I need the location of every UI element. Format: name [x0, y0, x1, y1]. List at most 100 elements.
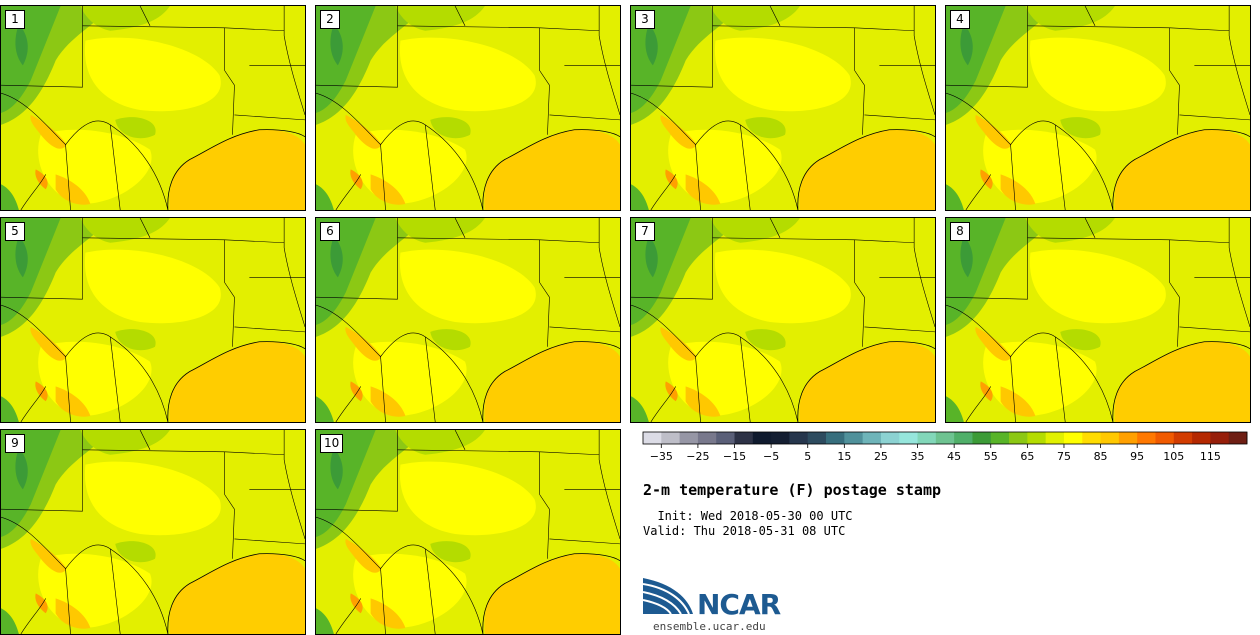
member-panel: 3 — [630, 5, 936, 211]
border-line — [854, 282, 865, 347]
border-line — [1084, 218, 1096, 238]
colorbar-swatch — [1045, 432, 1065, 444]
border-line — [864, 326, 935, 333]
coldest-terrain-zone — [15, 447, 28, 490]
border-line — [380, 144, 386, 210]
member-panel: 9 — [0, 429, 306, 635]
east-zone — [848, 24, 935, 127]
border-line — [1, 430, 83, 512]
hot-zone — [345, 114, 382, 149]
border-line — [946, 6, 1028, 88]
cold-terrain-zone — [946, 6, 1006, 113]
colorbar-swatch — [935, 432, 955, 444]
member-panel: 10 — [315, 429, 621, 635]
hotter-zone — [350, 593, 363, 614]
border-line — [598, 430, 620, 540]
coldest-terrain-zone — [330, 235, 343, 278]
border-line — [380, 356, 386, 422]
border-line — [864, 114, 935, 121]
cool-band — [80, 430, 170, 455]
colorbar-swatch — [1027, 432, 1047, 444]
border-line — [65, 568, 71, 634]
hot-zone — [975, 114, 1012, 149]
cold-terrain-zone — [316, 184, 334, 210]
colorbar-tick-label: 75 — [1057, 450, 1071, 463]
member-panel: 2 — [315, 5, 621, 211]
temperature-map — [631, 218, 935, 422]
coastline — [797, 341, 935, 422]
border-line — [424, 336, 436, 422]
cold-terrain-zone — [946, 396, 964, 422]
colorbar-tick-label: 85 — [1094, 450, 1108, 463]
border-line — [424, 548, 436, 634]
border-line — [65, 144, 71, 210]
border-line — [854, 70, 865, 135]
border-line — [631, 304, 799, 422]
temperature-map — [1, 218, 305, 422]
member-panel: 4 — [945, 5, 1251, 211]
border-line — [316, 92, 484, 210]
border-line — [695, 144, 701, 210]
border-line — [20, 598, 46, 634]
coastline — [167, 129, 305, 210]
border-line — [549, 114, 620, 121]
colorbar-swatch — [1100, 432, 1120, 444]
hotter-zone — [665, 381, 678, 402]
hot-zone — [30, 326, 67, 361]
border-line — [1179, 114, 1250, 121]
hot-zone — [975, 326, 1012, 361]
border-line — [283, 6, 305, 116]
colorbar-swatch — [990, 432, 1010, 444]
coldest-terrain-zone — [330, 447, 343, 490]
cold-terrain-zone — [1, 396, 19, 422]
border-line — [139, 430, 151, 450]
ncar-logo-icon — [643, 578, 693, 615]
border-line — [454, 218, 466, 238]
border-line — [335, 386, 361, 422]
colorbar-tick-label: 5 — [804, 450, 811, 463]
border-line — [224, 70, 235, 135]
coldest-terrain-zone — [960, 235, 973, 278]
warm-zone — [399, 461, 536, 536]
border-line — [234, 114, 305, 121]
coastline — [1112, 129, 1250, 210]
hotter-zone — [980, 381, 993, 402]
warm-zone — [84, 37, 221, 112]
border-line — [454, 6, 466, 26]
colorbar-swatch — [1009, 432, 1028, 444]
cool-spot — [430, 117, 471, 139]
colorbar-swatch — [771, 432, 790, 444]
cool-spot — [1060, 117, 1101, 139]
border-line — [1, 92, 169, 210]
colorbar-swatch — [917, 432, 937, 444]
gulf-of-mexico — [169, 553, 305, 634]
cold-terrain-zone — [316, 6, 376, 113]
hot-zone — [370, 386, 406, 417]
colorbar-legend: −35 −25 −15 −5 5 15 25 35 45 55 65 75 85 95 105 115 — [640, 428, 1252, 468]
member-label: 5 — [5, 222, 25, 241]
border-line — [316, 304, 484, 422]
border-line — [20, 386, 46, 422]
hot-zone — [55, 386, 91, 417]
border-line — [109, 124, 121, 210]
border-line — [1228, 6, 1250, 116]
colorbar-swatch — [1155, 432, 1175, 444]
border-line — [965, 386, 991, 422]
hot-zone — [55, 174, 91, 205]
hot-zone — [660, 114, 697, 149]
temperature-map — [1, 6, 305, 210]
gulf-of-mexico — [1114, 129, 1250, 210]
colorbar-swatch — [807, 432, 827, 444]
border-line — [234, 538, 305, 545]
gulf-of-mexico — [799, 341, 935, 422]
colorbar-tick-label: −5 — [763, 450, 779, 463]
colorbar-swatch — [697, 432, 717, 444]
temperature-map — [946, 218, 1250, 422]
border-line — [1, 304, 169, 422]
border-line — [598, 218, 620, 328]
cool-spot — [430, 541, 471, 563]
colorbar-swatch — [1118, 432, 1138, 444]
border-line — [380, 568, 386, 634]
border-line — [316, 516, 484, 634]
cool-spot — [115, 117, 156, 139]
